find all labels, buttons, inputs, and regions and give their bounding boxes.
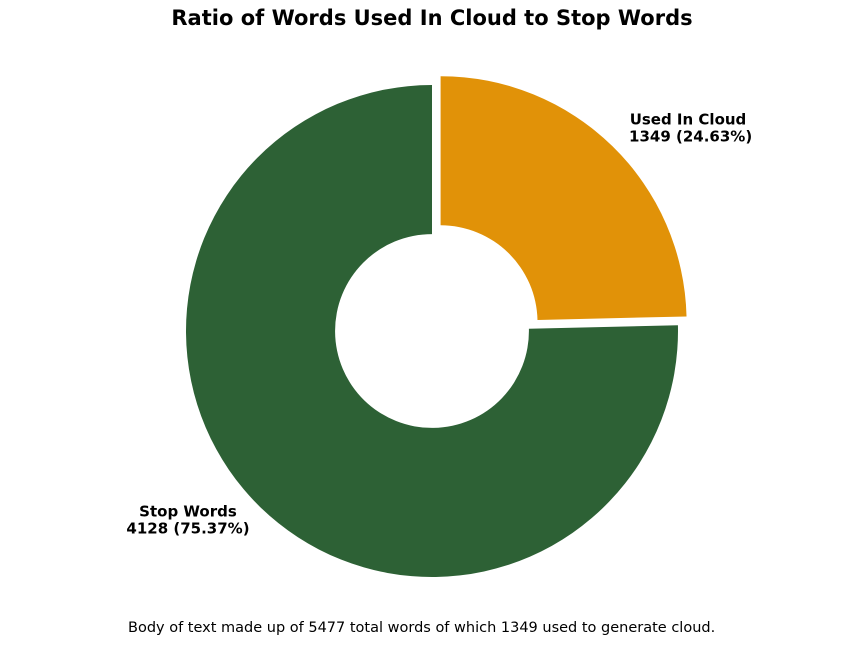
slice-label-value: 1349 (24.63%) [623, 127, 753, 145]
chart-caption: Body of text made up of 5477 total words… [128, 620, 716, 636]
chart-title: Ratio of Words Used In Cloud to Stop Wor… [171, 6, 693, 30]
slice-label-stop-words: Stop Words 4128 (75.37%) [126, 502, 250, 537]
slice-label-name: Stop Words [139, 502, 237, 521]
pie-slice-stop-words [185, 85, 678, 577]
slice-label-used-in-cloud: Used In Cloud 1349 (24.63%) [623, 110, 753, 145]
slice-label-value: 4128 (75.37%) [126, 519, 250, 537]
slice-label-name: Used In Cloud [629, 110, 747, 129]
pie-slice-used-in-cloud [440, 76, 687, 320]
